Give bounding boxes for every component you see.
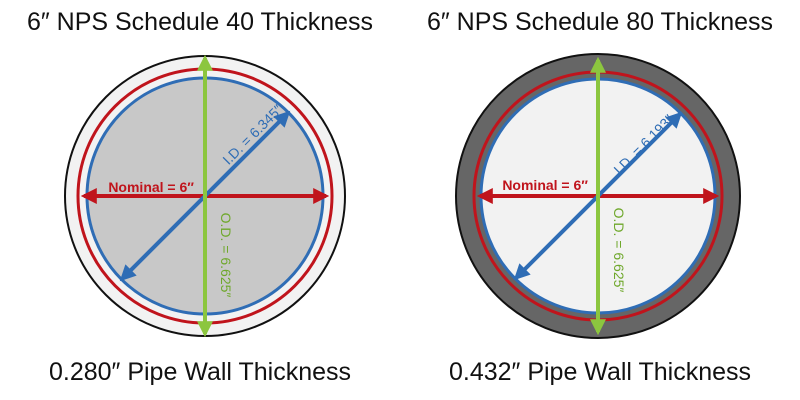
schedule-40-pipe: Nominal = 6″ I.D. = 6.345″ O.D. = 6.625″ [64, 54, 346, 338]
schedule-80-wall-thickness: 0.432″ Pipe Wall Thickness [448, 358, 752, 386]
schedule-80-pipe: Nominal = 6″ I.D. = 6.193″ O.D. = 6.625″ [455, 53, 741, 339]
outer-diameter-label: O.D. = 6.625″ [218, 213, 234, 298]
schedule-40-wall-thickness: 0.280″ Pipe Wall Thickness [48, 358, 352, 386]
schedule-80-title: 6″ NPS Schedule 80 Thickness [426, 8, 774, 36]
nominal-label: Nominal = 6″ [502, 177, 588, 193]
outer-diameter-label: O.D. = 6.625″ [611, 208, 627, 293]
nominal-label: Nominal = 6″ [108, 179, 194, 195]
schedule-40-title: 6″ NPS Schedule 40 Thickness [26, 8, 374, 36]
